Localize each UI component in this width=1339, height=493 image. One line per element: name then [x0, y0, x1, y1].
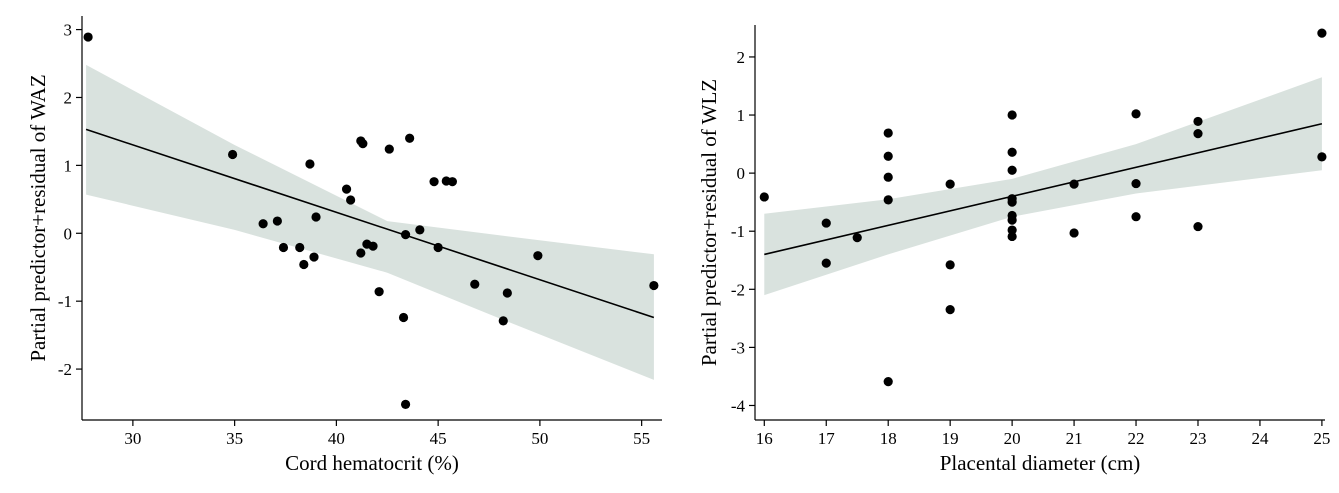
- y-axis-title: Partial predictor+residual of WLZ: [697, 79, 721, 366]
- data-point: [883, 172, 893, 182]
- x-tick-label: 21: [1066, 429, 1083, 448]
- data-point: [295, 242, 305, 253]
- data-point: [759, 192, 769, 202]
- data-point: [405, 133, 415, 143]
- x-tick-label: 50: [531, 429, 548, 448]
- data-point: [83, 32, 93, 42]
- data-point: [1317, 28, 1327, 38]
- data-point: [883, 128, 893, 138]
- y-tick-label: -2: [731, 280, 745, 299]
- data-point: [1069, 228, 1079, 238]
- x-tick-label: 22: [1128, 429, 1145, 448]
- data-point: [227, 149, 238, 160]
- data-point: [1131, 109, 1141, 119]
- data-point: [1007, 215, 1017, 225]
- data-point: [1007, 197, 1017, 207]
- y-tick-label: -3: [731, 338, 745, 357]
- data-point: [883, 195, 893, 205]
- x-axis-title: Cord hematocrit (%): [285, 451, 459, 475]
- data-point: [883, 377, 893, 387]
- data-point: [1069, 179, 1079, 189]
- y-tick-label: 2: [64, 88, 73, 107]
- data-point: [649, 280, 659, 291]
- data-point: [341, 184, 352, 194]
- data-point: [470, 279, 480, 289]
- y-tick-label: -1: [58, 292, 72, 311]
- regression-line: [764, 122, 1323, 256]
- chart-panel-hematocrit: -2 -1 0 1 2 3 30 35 40 45 50 55 Cord hematocrit (%) P…: [26, 16, 662, 475]
- y-tick-label: -1: [731, 222, 745, 241]
- data-point: [429, 177, 439, 187]
- data-point: [1007, 110, 1017, 120]
- x-tick-label: 55: [633, 429, 650, 448]
- confidence-band: [86, 64, 654, 380]
- data-point: [1007, 225, 1017, 235]
- data-point: [1193, 129, 1203, 139]
- data-point: [384, 144, 394, 154]
- data-point: [398, 312, 409, 323]
- x-tick-label: 16: [756, 429, 773, 448]
- data-point: [821, 218, 831, 228]
- regression-line: [85, 128, 655, 319]
- x-tick-label: 18: [880, 429, 897, 448]
- data-point: [945, 260, 955, 270]
- data-point: [368, 241, 378, 251]
- x-tick-label: 17: [818, 429, 836, 448]
- data-point: [356, 248, 366, 258]
- x-tick-label: 40: [328, 429, 345, 448]
- data-point: [346, 195, 356, 205]
- x-tick-label: 20: [1004, 429, 1021, 448]
- x-tick-label: 45: [430, 429, 447, 448]
- y-tick-label: 1: [737, 106, 746, 125]
- confidence-band: [764, 77, 1322, 296]
- x-tick-label: 25: [1313, 429, 1330, 448]
- x-axis-title: Placental diameter (cm): [940, 451, 1141, 475]
- data-point: [400, 399, 411, 409]
- data-point: [1193, 116, 1203, 127]
- data-point: [447, 177, 457, 187]
- data-point: [278, 242, 289, 253]
- data-point: [358, 139, 368, 149]
- data-point: [1131, 178, 1141, 189]
- data-point: [374, 287, 384, 297]
- data-point: [533, 251, 543, 261]
- data-point: [1007, 147, 1017, 157]
- data-point: [1131, 212, 1141, 222]
- data-point: [309, 252, 319, 262]
- data-point: [883, 151, 893, 161]
- y-tick-label: 0: [64, 224, 73, 243]
- data-point: [502, 288, 512, 298]
- x-tick-label: 35: [226, 429, 243, 448]
- y-tick-label: 1: [64, 156, 73, 175]
- data-point: [258, 219, 268, 229]
- data-point: [311, 212, 321, 222]
- x-tick-label: 30: [124, 429, 141, 448]
- y-tick-label: -2: [58, 360, 72, 379]
- y-tick-label: 2: [737, 48, 746, 67]
- data-point: [299, 259, 309, 270]
- data-point: [1193, 221, 1203, 232]
- chart-panel-placental-diameter: -4 -3 -2 -1 0 1 2 16 17 18 19 20 21 22 23 24 25 Placental…: [697, 25, 1330, 475]
- data-point: [945, 305, 955, 315]
- y-tick-label: 0: [737, 164, 746, 183]
- data-point: [415, 225, 425, 235]
- y-tick-label: -4: [731, 396, 746, 415]
- data-point: [498, 316, 508, 326]
- data-point: [400, 230, 411, 240]
- data-point: [1317, 152, 1327, 162]
- data-point: [945, 179, 955, 189]
- data-point: [305, 159, 315, 169]
- data-point: [1007, 231, 1017, 242]
- data-point: [821, 258, 831, 268]
- data-point: [852, 233, 862, 243]
- x-tick-label: 19: [942, 429, 959, 448]
- data-point: [433, 242, 443, 253]
- y-tick-label: 3: [64, 21, 73, 40]
- x-tick-label: 24: [1251, 429, 1269, 448]
- y-axis-title: Partial predictor+residual of WAZ: [26, 74, 50, 361]
- data-point: [272, 216, 282, 226]
- x-tick-label: 23: [1189, 429, 1206, 448]
- data-point: [1007, 165, 1017, 175]
